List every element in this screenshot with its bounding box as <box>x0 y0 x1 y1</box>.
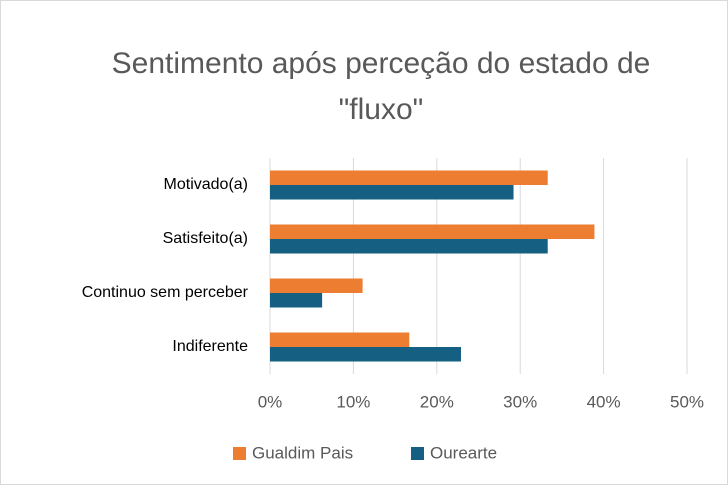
legend-swatch <box>233 447 246 460</box>
x-tick-label: 20% <box>420 392 454 411</box>
bar <box>270 239 548 254</box>
x-tick-label: 50% <box>670 392 704 411</box>
x-tick-label: 10% <box>336 392 370 411</box>
bar <box>270 332 410 347</box>
legend-label: Ourearte <box>430 443 497 462</box>
y-tick-label: Continuo sem perceber <box>82 284 249 301</box>
x-tick-label: 30% <box>503 392 537 411</box>
bar <box>270 278 363 293</box>
y-tick-label: Satisfeito(a) <box>163 230 248 247</box>
x-tick-label: 0% <box>258 392 283 411</box>
legend-swatch <box>411 447 424 460</box>
chart-title: Sentimento após perceção do estado de "f… <box>111 47 651 126</box>
bar <box>270 224 595 239</box>
bar <box>270 293 323 308</box>
bar <box>270 185 514 200</box>
y-tick-label: Motivado(a) <box>164 176 248 193</box>
legend-label: Gualdim Pais <box>252 443 353 462</box>
bar <box>270 347 461 362</box>
x-tick-label: 40% <box>587 392 621 411</box>
y-tick-label: Indiferente <box>172 338 248 355</box>
bar <box>270 170 548 185</box>
